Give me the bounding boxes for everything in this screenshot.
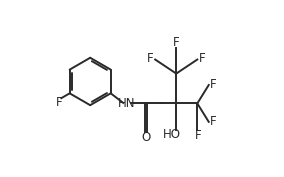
Text: HO: HO	[163, 128, 181, 141]
Text: F: F	[210, 78, 217, 91]
Text: HN: HN	[118, 97, 136, 110]
Text: F: F	[210, 115, 217, 128]
Text: F: F	[199, 52, 206, 65]
Text: F: F	[173, 36, 179, 49]
Text: F: F	[56, 96, 63, 109]
Text: F: F	[147, 52, 154, 65]
Text: O: O	[141, 131, 150, 144]
Text: F: F	[195, 129, 202, 142]
